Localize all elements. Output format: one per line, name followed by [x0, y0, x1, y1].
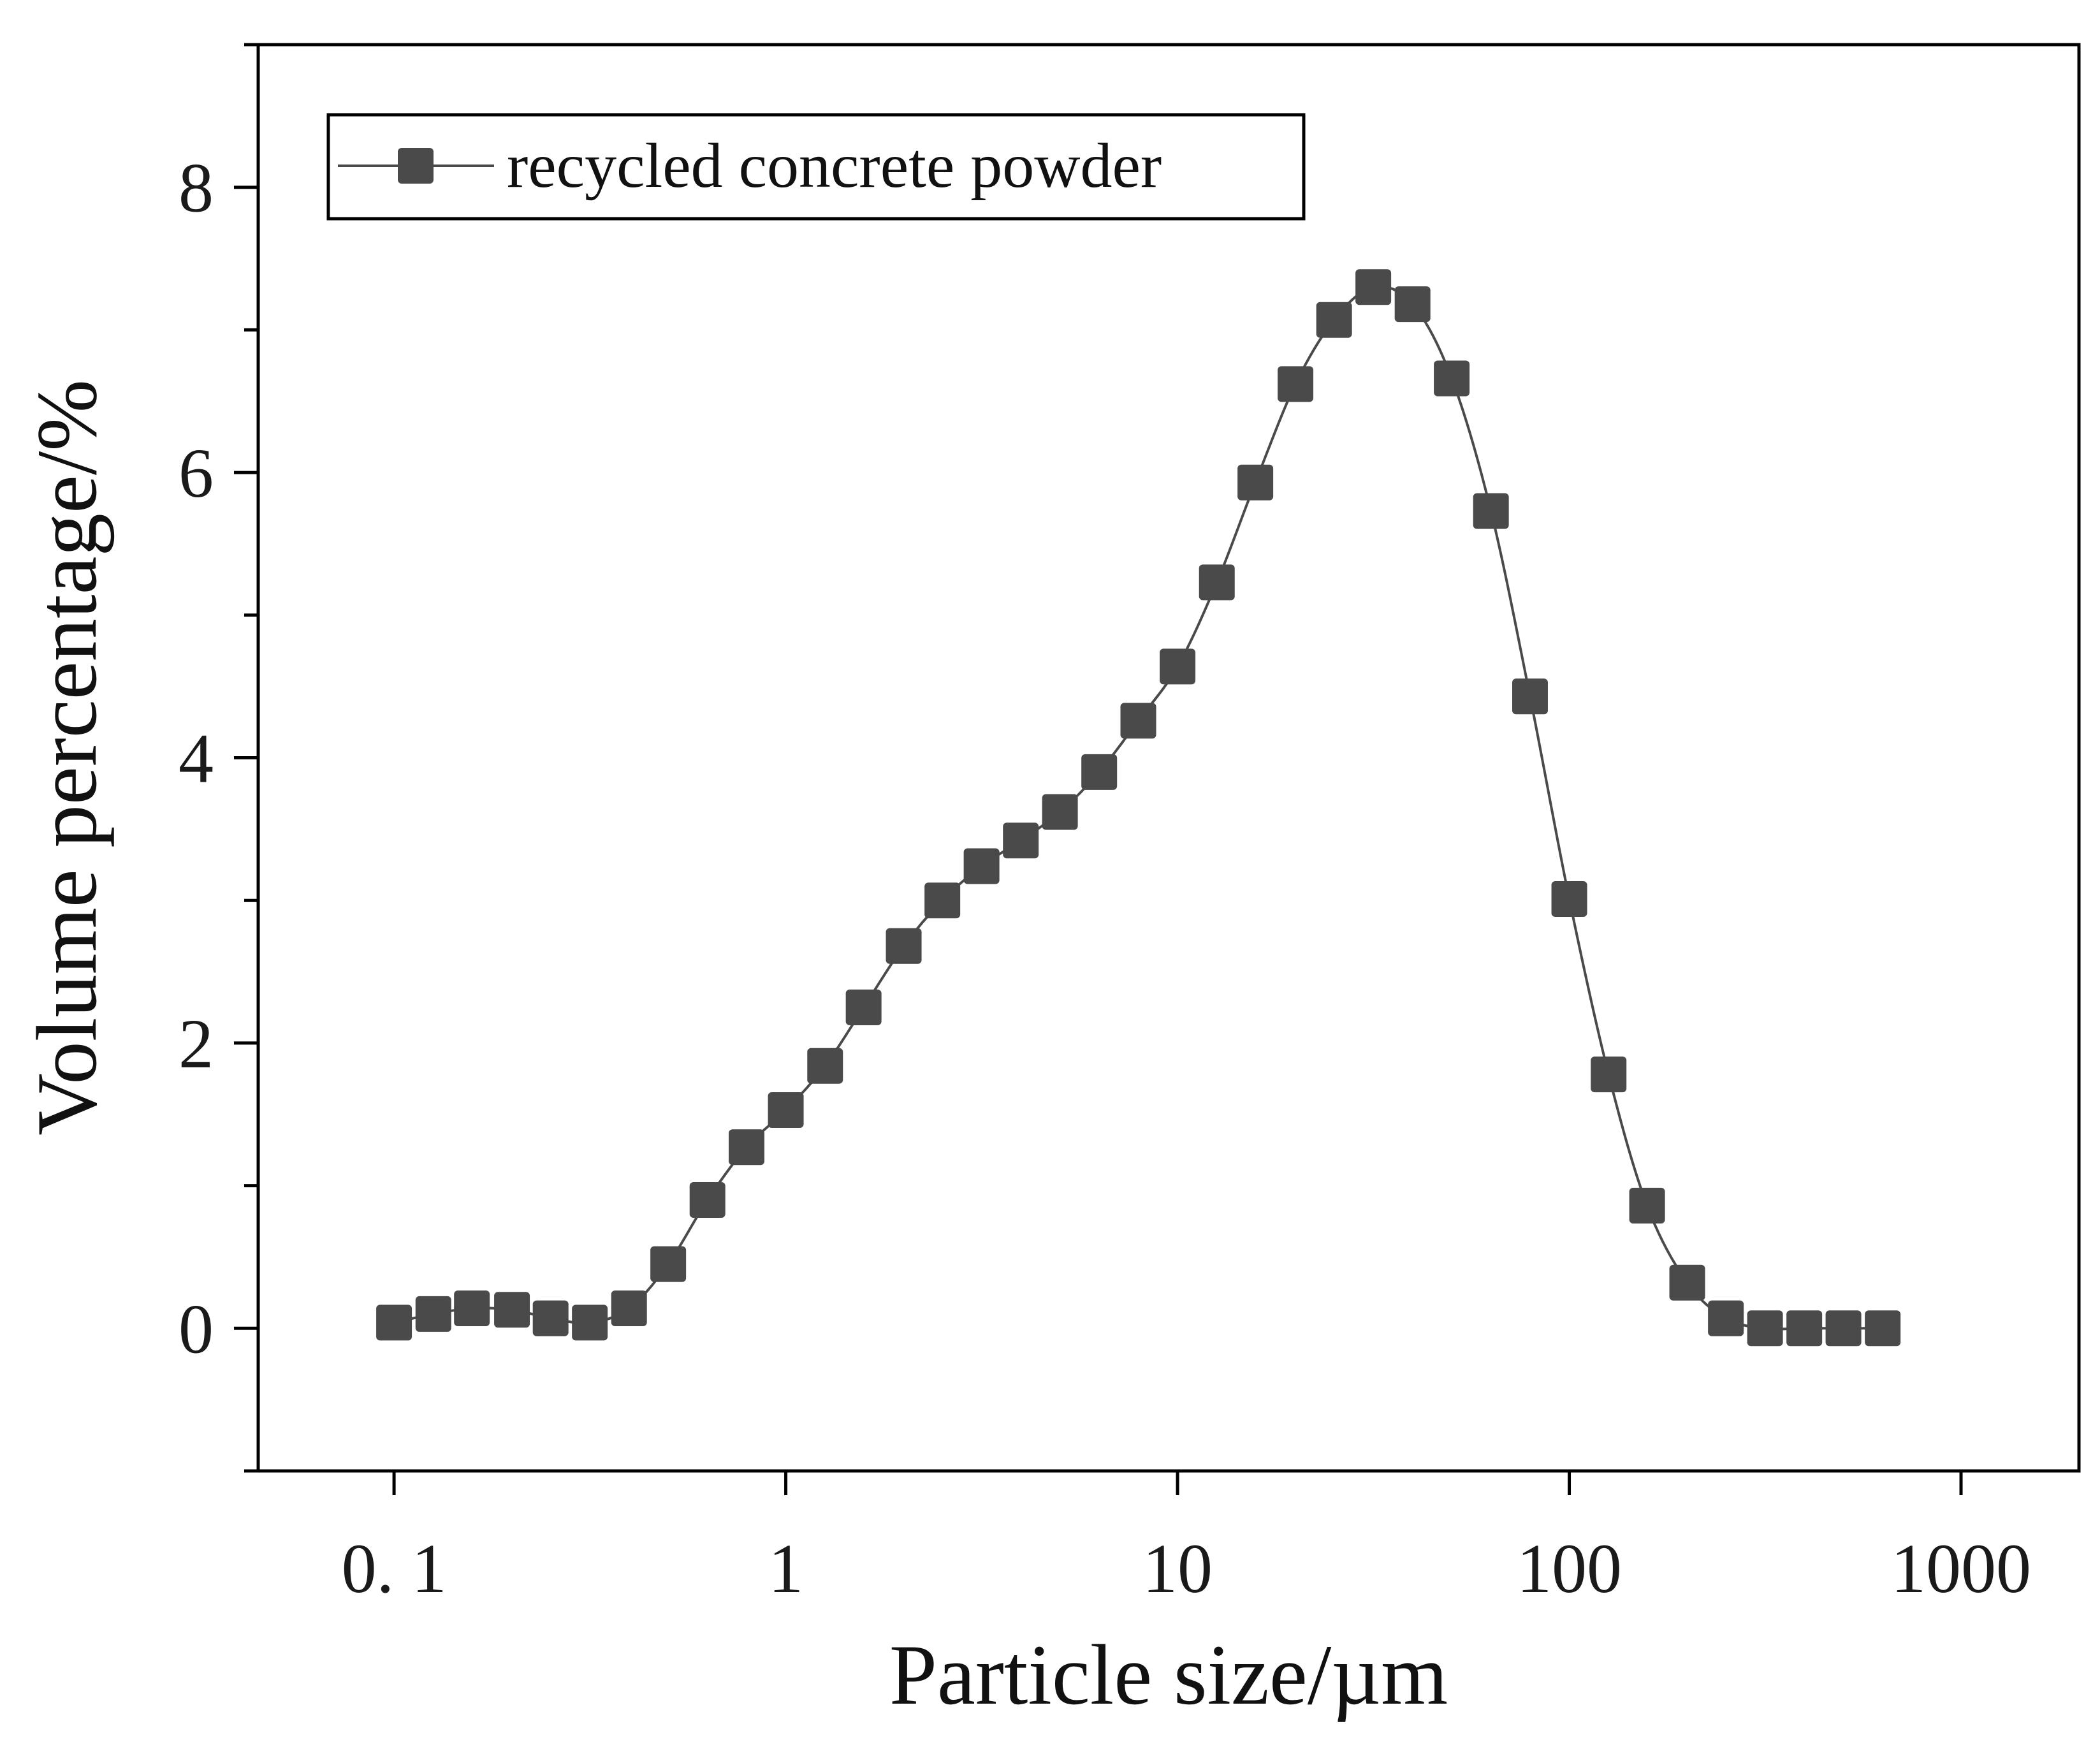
data-point	[1825, 1310, 1862, 1347]
x-tick-label: 1	[768, 1530, 803, 1607]
data-point	[1669, 1264, 1705, 1301]
data-point	[886, 928, 922, 964]
data-point	[1473, 493, 1509, 529]
x-axis-title: Particle size/µm	[889, 1628, 1448, 1723]
y-tick-label: 2	[179, 1005, 214, 1083]
data-point	[1199, 564, 1235, 601]
data-point	[1237, 464, 1274, 501]
data-point	[1591, 1056, 1627, 1093]
data-point	[729, 1129, 765, 1166]
legend-label: recycled concrete powder	[507, 130, 1162, 201]
data-point	[1042, 794, 1078, 830]
data-point	[1355, 269, 1392, 305]
series-layer	[376, 269, 1901, 1347]
data-point	[1629, 1187, 1665, 1224]
data-point	[454, 1290, 490, 1326]
x-tick-label: 0. 1	[342, 1530, 447, 1607]
data-point	[1865, 1310, 1901, 1347]
data-point	[1512, 678, 1548, 715]
data-point	[1708, 1300, 1744, 1336]
data-point	[963, 848, 1000, 884]
data-point	[924, 882, 961, 919]
data-point	[650, 1246, 687, 1282]
data-point	[1316, 302, 1352, 338]
data-point	[376, 1305, 412, 1341]
data-point	[1081, 754, 1118, 790]
data-point	[768, 1092, 804, 1129]
data-point	[1747, 1310, 1783, 1347]
y-tick-label: 0	[179, 1290, 214, 1368]
data-point	[1120, 703, 1156, 739]
x-tick-label: 10	[1142, 1530, 1213, 1607]
data-point	[845, 989, 882, 1025]
data-point	[1160, 648, 1196, 685]
legend-marker	[398, 148, 434, 184]
data-point	[1003, 822, 1039, 859]
y-tick-label: 4	[179, 720, 214, 798]
data-point	[1434, 360, 1470, 397]
legend: recycled concrete powder	[326, 113, 1306, 221]
y-axis-title: Volume percentage/%	[20, 379, 115, 1136]
data-point	[532, 1300, 569, 1336]
data-point	[689, 1181, 726, 1218]
data-point	[1786, 1310, 1823, 1347]
x-tick-label: 100	[1517, 1530, 1622, 1607]
data-point	[415, 1296, 451, 1332]
x-tick-label: 1000	[1891, 1530, 2031, 1607]
data-point	[1394, 286, 1431, 323]
data-point	[1278, 366, 1314, 402]
y-tick-label: 6	[179, 434, 214, 512]
data-point	[572, 1305, 608, 1341]
data-point	[1551, 881, 1587, 917]
data-point	[611, 1290, 647, 1326]
data-point	[807, 1048, 843, 1084]
y-tick-label: 8	[179, 149, 214, 227]
axis-layer: 0. 1 1 10 100 1000 0 2 4 6 8	[179, 43, 2031, 1607]
data-point	[494, 1292, 530, 1328]
